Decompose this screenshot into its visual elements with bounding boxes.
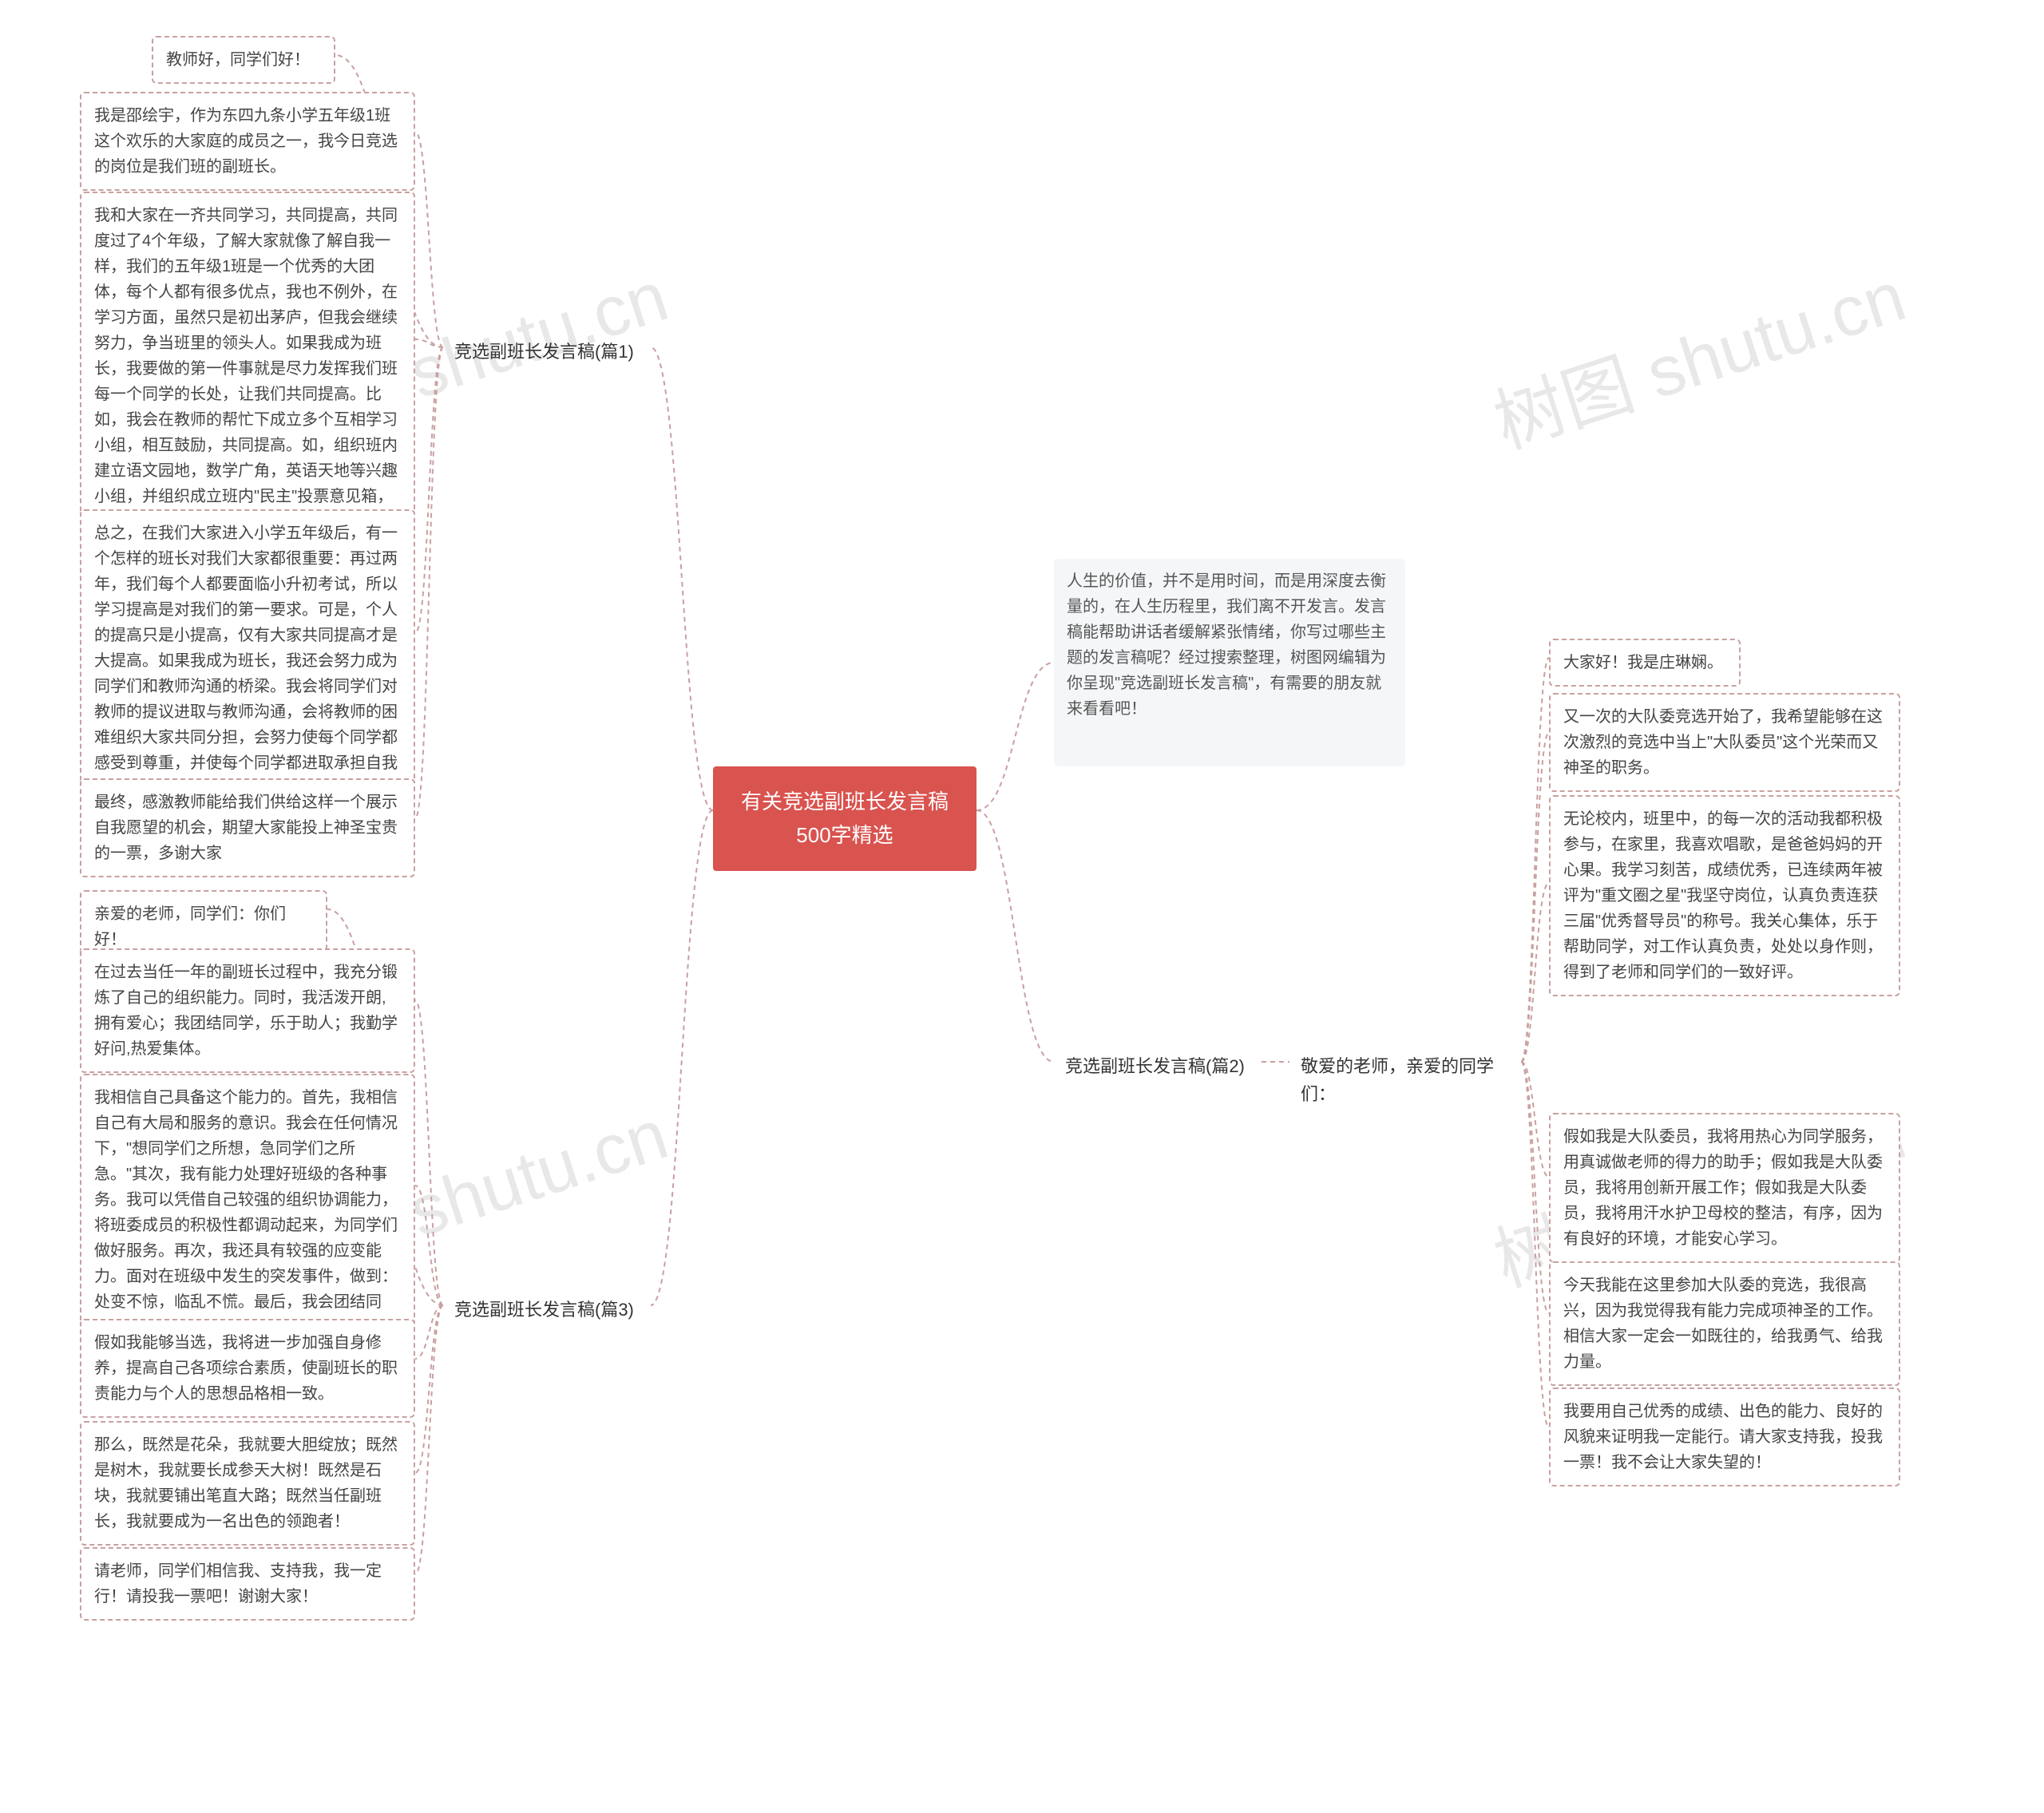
leaf-b3-5: 请老师，同学们相信我、支持我，我一定行！请投我一票吧！谢谢大家！ [80, 1547, 415, 1621]
leaf-b3-2: 我相信自己具备这个能力的。首先，我相信自己有大局和服务的意识。我会在任何情况下，… [80, 1074, 415, 1352]
leaf-b3-4: 那么，既然是花朵，我就要大胆绽放；既然是树木，我就要长成参天大树！既然是石块，我… [80, 1421, 415, 1546]
leaf-b3-1: 在过去当任一年的副班长过程中，我充分锻炼了自己的组织能力。同时，我活泼开朗,拥有… [80, 948, 415, 1073]
leaf-b2-1: 又一次的大队委竞选开始了，我希望能够在这次激烈的竞选中当上"大队委员"这个光荣而… [1549, 693, 1900, 792]
branch-b3: 竞选副班长发言稿(篇3) [443, 1289, 651, 1330]
leaf-b3-3: 假如我能够当选，我将进一步加强自身修养，提高自己各项综合素质，使副班长的职责能力… [80, 1319, 415, 1418]
leaf-b1-3: 总之，在我们大家进入小学五年级后，有一个怎样的班长对我们大家都很重要：再过两年，… [80, 509, 415, 813]
root-title: 有关竞选副班长发言稿500字精选 [713, 766, 976, 871]
intro-text: 人生的价值，并不是用时间，而是用深度去衡量的，在人生历程里，我们离不开发言。发言… [1054, 559, 1405, 766]
branch-b2: 竞选副班长发言稿(篇2) [1054, 1046, 1262, 1087]
leaf-b2-2: 无论校内，班里中，的每一次的活动我都积极参与，在家里，我喜欢唱歌，是爸爸妈妈的开… [1549, 795, 1900, 996]
leaf-b2-3: 假如我是大队委员，我将用热心为同学服务，用真诚做老师的得力的助手；假如我是大队委… [1549, 1113, 1900, 1263]
watermark: 树图 shutu.cn [1480, 240, 1915, 469]
leaf-b1-0: 教师好，同学们好！ [152, 36, 335, 84]
branch-b1: 竞选副班长发言稿(篇1) [443, 331, 651, 372]
leaf-b2-4: 今天我能在这里参加大队委的竞选，我很高兴，因为我觉得我有能力完成项神圣的工作。相… [1549, 1261, 1900, 1386]
branch-b2-sub: 敬爱的老师，亲爱的同学们： [1289, 1046, 1521, 1114]
leaf-b2-5: 我要用自己优秀的成绩、出色的能力、良好的风貌来证明我一定能行。请大家支持我，投我… [1549, 1387, 1900, 1486]
leaf-b1-1: 我是邵绘宇，作为东四九条小学五年级1班这个欢乐的大家庭的成员之一，我今日竞选的岗… [80, 92, 415, 191]
leaf-b1-4: 最终，感激教师能给我们供给这样一个展示自我愿望的机会，期望大家能投上神圣宝贵的一… [80, 778, 415, 877]
leaf-b2-0: 大家好！我是庄琳娴。 [1549, 639, 1741, 687]
